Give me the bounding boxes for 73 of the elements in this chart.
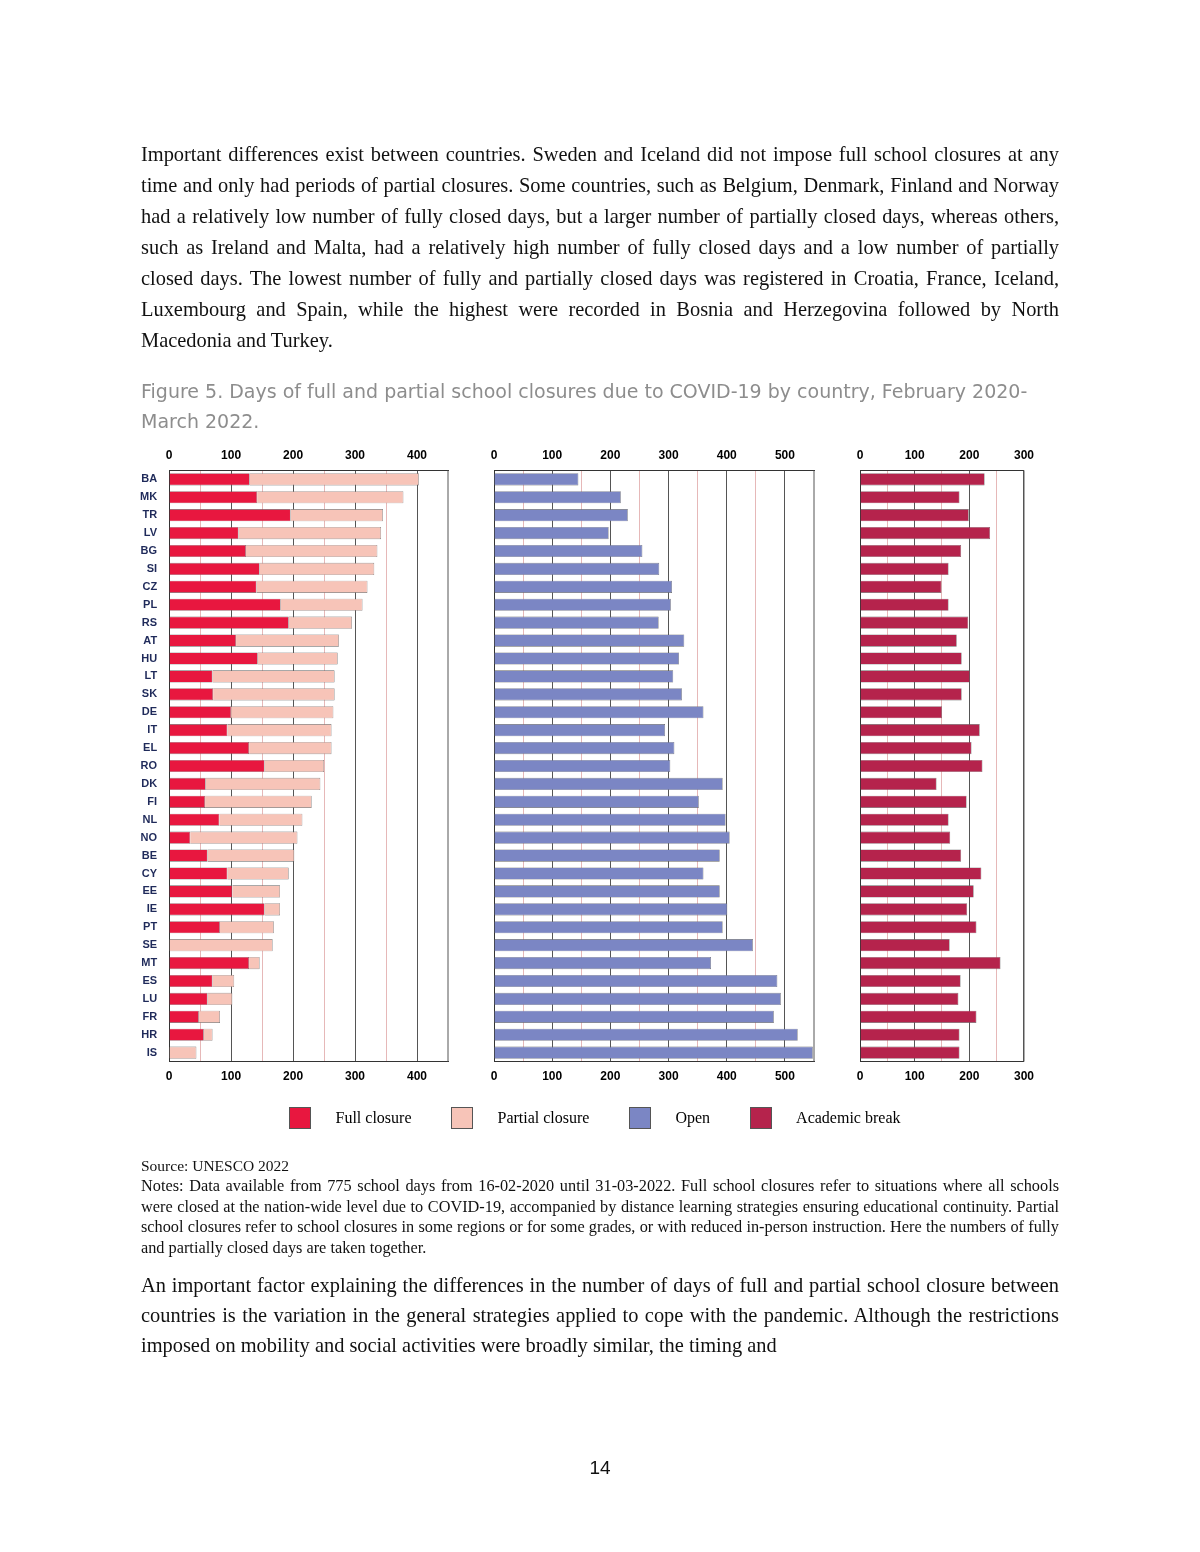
x-tick-label: 0 xyxy=(856,447,864,462)
x-tick-label: 500 xyxy=(774,447,796,462)
x2-tick-label: 200 xyxy=(959,1069,980,1084)
y-tick-label: DE xyxy=(141,705,158,718)
text: Notes: Data available from 775 school days from 16-02-2020 until 31-03-2022. Full school closures refer to situations where all schools were closed at the nation-wide level due to COVID-19, accompanied by distance learning strategies ensuring educational continuity. Partial school closures refer to school closures in some regions or for some grades, or with reduced in-person instruction. Here the numbers of fully and partially closed days are taken together. xyxy=(141,1176,1059,1258)
x2-tick-label: 200 xyxy=(600,1069,621,1084)
x2-tick-label: 100 xyxy=(542,1069,563,1084)
x2-tick-label: 100 xyxy=(221,1069,242,1084)
y-tick-label: LV xyxy=(143,526,158,539)
y-tick-label: BE xyxy=(141,848,158,861)
text: 14 xyxy=(588,1457,612,1479)
x-tick-label: 200 xyxy=(959,447,980,462)
y-tick-label: HU xyxy=(141,651,158,664)
y-tick-label: NL xyxy=(142,812,158,825)
x-tick-label: 200 xyxy=(600,447,621,462)
legend-label: Full closure xyxy=(335,1109,412,1127)
y-tick-label: CY xyxy=(141,866,158,879)
y-tick-label: PT xyxy=(143,920,158,933)
y-tick-label: BG xyxy=(140,544,158,557)
legend-label: Partial closure xyxy=(497,1109,590,1127)
y-tick-label: RS xyxy=(141,615,158,628)
y-tick-label: MK xyxy=(140,490,158,503)
text: Important differences exist between countries. Sweden and Iceland did not impose full school closures at any time and only had periods of partial closures. Some countries, such as Belgium, Denmark, Finland and Norway had a relatively low number of fully closed days, but a larger number of partially closed days, whereas others, such as Ireland and Malta, had a relatively high number of fully closed days and a low number of partially closed days. The lowest number of fully and partially closed days was registered in Croatia, France, Iceland, Luxembourg and Spain, while the highest were recorded in Bosnia and Herzegovina followed by North Macedonia and Turkey. xyxy=(141,142,1059,354)
x-tick-label: 100 xyxy=(221,447,242,462)
x-tick-label: 0 xyxy=(165,447,173,462)
y-tick-label: CZ xyxy=(142,579,158,592)
x2-tick-label: 100 xyxy=(904,1069,925,1084)
legend-label: Academic break xyxy=(796,1109,901,1127)
text: An important factor explaining the differences in the number of days of full and partial school closure between countries is the variation in the general strategies applied to cope with the pandemic. Although the restrictions imposed on mobility and social activities were broadly similar, the timing and xyxy=(141,1273,1059,1359)
y-tick-label: RO xyxy=(140,759,158,772)
y-tick-label: DK xyxy=(141,776,158,789)
x-tick-label: 400 xyxy=(407,447,428,462)
y-tick-label: IT xyxy=(147,723,158,736)
x-tick-label: 200 xyxy=(283,447,304,462)
x2-tick-label: 400 xyxy=(407,1069,428,1084)
y-tick-label: EL xyxy=(143,741,158,754)
x-tick-label: 300 xyxy=(1013,447,1035,462)
x2-tick-label: 200 xyxy=(283,1069,304,1084)
y-tick-label: MT xyxy=(141,956,158,969)
legend-label: Open xyxy=(675,1109,711,1127)
y-tick-label: EE xyxy=(142,884,158,897)
y-tick-label: LU xyxy=(142,991,158,1004)
x2-tick-label: 0 xyxy=(165,1069,173,1084)
x2-tick-label: 500 xyxy=(774,1069,796,1084)
x2-tick-label: 300 xyxy=(345,1069,366,1084)
x2-tick-label: 300 xyxy=(658,1069,679,1084)
y-tick-label: BA xyxy=(141,472,158,485)
x2-tick-label: 300 xyxy=(1013,1069,1035,1084)
y-tick-label: TR xyxy=(142,508,158,521)
x2-tick-label: 0 xyxy=(490,1069,498,1084)
x-tick-label: 100 xyxy=(904,447,925,462)
y-tick-label: NO xyxy=(140,830,158,843)
x-tick-label: 400 xyxy=(716,447,738,462)
y-tick-label: PL xyxy=(143,597,158,610)
y-tick-label: LT xyxy=(144,669,158,682)
y-tick-label: SK xyxy=(141,687,158,700)
y-tick-label: HR xyxy=(141,1027,158,1040)
x2-tick-label: 0 xyxy=(856,1069,864,1084)
y-tick-label: IS xyxy=(146,1045,158,1058)
x-tick-label: 0 xyxy=(490,447,498,462)
text: Figure 5. Days of full and partial school closures due to COVID-19 by country, February 2020-March 2022. xyxy=(141,379,1029,434)
y-tick-label: SE xyxy=(142,938,158,951)
y-tick-label: IE xyxy=(146,902,158,915)
y-tick-label: FR xyxy=(142,1009,158,1022)
y-tick-label: FI xyxy=(147,794,158,807)
y-tick-label: SI xyxy=(146,561,158,574)
x-tick-label: 100 xyxy=(542,447,563,462)
x-tick-label: 300 xyxy=(345,447,366,462)
source-note: Source: UNESCO 2022 xyxy=(141,1156,291,1176)
x-tick-label: 300 xyxy=(658,447,679,462)
y-tick-label: AT xyxy=(143,633,158,646)
y-tick-label: ES xyxy=(142,974,158,987)
x2-tick-label: 400 xyxy=(716,1069,738,1084)
